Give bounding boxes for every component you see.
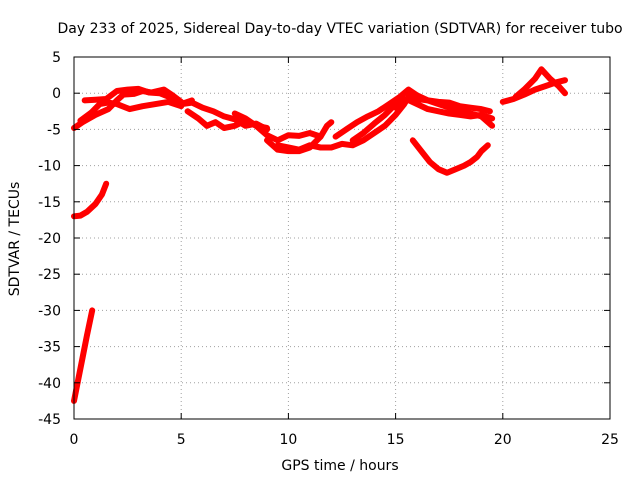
x-tick-label: 20 [494, 432, 512, 448]
y-tick-label: -35 [38, 340, 61, 356]
y-tick-label: -20 [38, 231, 61, 247]
chart-title: Day 233 of 2025, Sidereal Day-to-day VTE… [57, 21, 622, 37]
y-tick-label: 0 [52, 86, 61, 102]
y-tick-label: -5 [47, 122, 61, 138]
series-track-8 [231, 110, 324, 144]
ticks: 0 5 10 15 20 25 5 0 -5 -10 -15 -20 -25 -30 -35 -40 -45 [38, 50, 619, 448]
x-tick-label: 5 [177, 432, 186, 448]
y-axis-label: SDTVAR / TECUs [7, 182, 23, 297]
series-track-14 [409, 137, 491, 176]
series-track-10 [274, 90, 420, 153]
y-tick-label: -15 [38, 195, 61, 211]
x-tick-label: 0 [70, 432, 79, 448]
series-track-2 [71, 180, 110, 220]
x-tick-label: 10 [279, 432, 297, 448]
series-track-4 [77, 98, 185, 124]
series-track-13 [392, 96, 496, 129]
series-track-16 [512, 66, 568, 100]
y-tick-label: -45 [38, 412, 61, 428]
series-track-3 [71, 86, 185, 131]
series-group [71, 66, 568, 404]
y-tick-label: -25 [38, 267, 61, 283]
plot-frame [73, 56, 611, 420]
series-track-1 [71, 307, 96, 404]
x-axis-label: GPS time / hours [281, 458, 398, 474]
x-tick-label: 15 [387, 432, 405, 448]
grid [74, 57, 610, 419]
y-tick-label: 5 [52, 50, 61, 66]
y-tick-label: -30 [38, 303, 61, 319]
y-tick-label: -10 [38, 159, 61, 175]
y-tick-label: -40 [38, 376, 61, 392]
series-track-11 [332, 86, 493, 140]
x-tick-label: 25 [601, 432, 619, 448]
